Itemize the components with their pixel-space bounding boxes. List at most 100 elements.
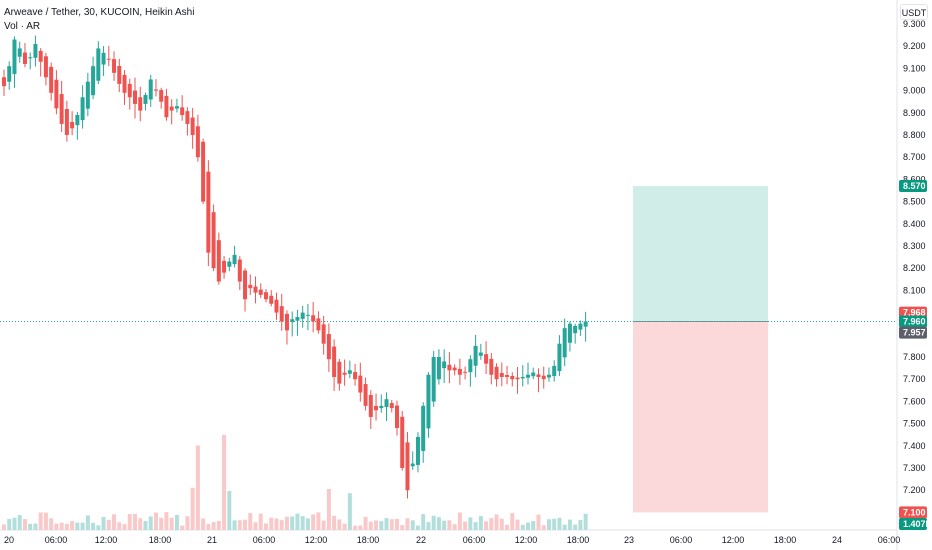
volume-bar: [169, 517, 174, 530]
volume-bar: [106, 519, 111, 530]
time-tick-label: 18:00: [357, 535, 380, 545]
volume-bar: [484, 521, 489, 530]
candle-body: [222, 260, 227, 273]
candle-body: [284, 313, 289, 331]
time-tick-label: 06:00: [463, 535, 486, 545]
candle-body: [7, 66, 12, 82]
candle-body: [321, 324, 326, 344]
volume-bar: [311, 514, 316, 530]
volume-bar: [54, 523, 59, 530]
volume-bar: [499, 518, 504, 530]
volume-bar: [64, 523, 69, 530]
volume-bar: [583, 513, 588, 530]
candle-body: [185, 111, 190, 124]
volume-bar: [305, 518, 310, 530]
candle-body: [80, 97, 85, 121]
candle-body: [169, 106, 174, 111]
volume-bar: [264, 523, 268, 530]
candle-body: [562, 328, 567, 358]
candle-body: [232, 254, 237, 265]
candle-body: [33, 43, 38, 58]
position-stop-zone: [633, 321, 768, 513]
candle-body: [112, 59, 117, 73]
volume-bar: [342, 523, 347, 530]
candle-body: [127, 83, 132, 98]
volume-bar: [557, 517, 562, 530]
volume-bar: [164, 512, 169, 530]
volume-bar: [148, 516, 153, 530]
candle-body: [122, 74, 127, 93]
candle-body: [431, 357, 436, 402]
candle-body: [374, 405, 379, 411]
volume-bar: [143, 520, 148, 530]
volume-bar: [295, 513, 300, 530]
price-tick-label: 7.300: [903, 463, 926, 473]
time-tick-label: 06:00: [878, 535, 901, 545]
volume-bar: [526, 522, 530, 530]
candle-body: [515, 377, 520, 380]
time-tick-label: 12:00: [95, 535, 118, 545]
candle-body: [505, 375, 510, 377]
candle-body: [216, 240, 221, 282]
candle-body: [28, 57, 33, 59]
volume-bar: [248, 512, 253, 530]
price-tick-label: 9.100: [903, 63, 926, 73]
volume-bar: [269, 517, 274, 530]
time-tick-label: 18:00: [774, 535, 797, 545]
volume-bar: [112, 514, 117, 530]
volume-bar: [38, 512, 43, 530]
symbol-title: Arweave / Tether, 30, KUCOIN, Heikin Ash…: [4, 7, 195, 18]
volume-bar: [284, 516, 289, 530]
candle-body: [384, 399, 389, 407]
volume-legend: Vol · AR: [4, 21, 41, 32]
currency-unit-button[interactable]: USDT: [900, 4, 928, 20]
price-tick-label: 8.300: [903, 241, 926, 251]
candle-body: [96, 48, 101, 81]
candle-body: [489, 358, 494, 375]
candle-body: [452, 367, 457, 371]
candle-body: [253, 286, 258, 293]
candle-body: [295, 317, 300, 321]
volume-bar: [216, 521, 221, 530]
candle-body: [17, 48, 22, 57]
candle-body: [148, 79, 153, 100]
time-tick-label: 06:00: [670, 535, 693, 545]
volume-bar: [442, 520, 447, 530]
volume-bar: [353, 525, 358, 530]
candle-body: [447, 364, 452, 371]
candle-body: [153, 89, 158, 91]
volume-bar: [222, 434, 227, 530]
volume-bar: [180, 525, 185, 530]
time-tick-label: 12:00: [515, 535, 538, 545]
candle-body: [2, 77, 6, 87]
target-price-label: 8.570: [903, 181, 926, 191]
candle-body: [531, 372, 536, 377]
last-price-label-bg: [899, 315, 927, 328]
volume-bar: [374, 520, 379, 530]
candle-body: [237, 259, 242, 282]
volume-bar: [117, 522, 122, 530]
candle-body: [258, 289, 263, 295]
volume-bar: [43, 512, 48, 530]
volume-bar: [562, 524, 567, 530]
candle-body: [274, 299, 279, 313]
volume-bar: [190, 487, 195, 530]
volume-bar: [494, 514, 499, 530]
candle-body: [395, 405, 399, 429]
candle-body: [415, 436, 420, 465]
candle-body: [510, 375, 515, 380]
candle-body: [12, 39, 17, 74]
volume-bar: [368, 521, 373, 530]
price-tick-label: 8.100: [903, 285, 926, 295]
candle-body: [405, 442, 410, 491]
volume-bar: [421, 514, 426, 530]
stop-price-label: 7.100: [903, 507, 926, 517]
candle-body: [326, 334, 331, 360]
volume-bar: [431, 515, 436, 530]
volume-bar: [384, 518, 389, 530]
volume-bar: [552, 518, 557, 530]
volume-bar: [358, 525, 363, 530]
volume-bar: [505, 524, 510, 530]
volume-bar: [133, 513, 137, 530]
